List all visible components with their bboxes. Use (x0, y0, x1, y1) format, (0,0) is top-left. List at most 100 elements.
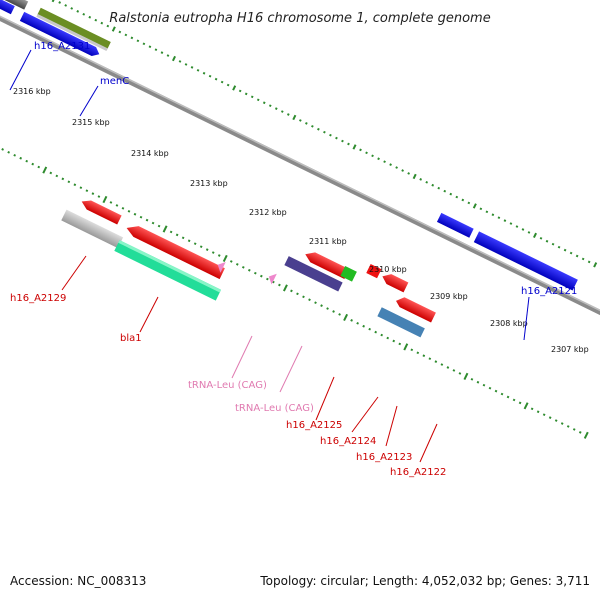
label-menC[interactable]: menC (100, 76, 129, 87)
inner-minor-tick (386, 336, 390, 340)
inner-minor-tick (49, 171, 53, 175)
outer-minor-tick (467, 201, 471, 205)
inner-minor-tick (121, 207, 125, 210)
outer-minor-tick (437, 186, 441, 190)
feature-h16_A2122[interactable] (394, 295, 436, 323)
outer-minor-tick (142, 42, 146, 46)
inner-minor-tick (500, 392, 504, 396)
label-bla1[interactable]: bla1 (120, 333, 142, 344)
inner-minor-tick (157, 224, 161, 228)
outer-minor-tick (250, 95, 254, 99)
outer-major-tick (412, 173, 417, 180)
leader-h16_A2123 (385, 405, 398, 447)
outer-minor-tick (359, 148, 362, 152)
inner-minor-tick (326, 307, 329, 310)
inner-minor-tick (530, 407, 534, 411)
tick-label-2313: 2313 kbp (190, 179, 228, 188)
feature-blue-long[interactable] (473, 231, 578, 291)
inner-minor-tick (494, 389, 498, 393)
inner-minor-tick (235, 263, 239, 266)
outer-minor-tick (178, 60, 182, 63)
inner-minor-tick (37, 165, 41, 169)
inner-minor-tick (205, 248, 209, 251)
inner-minor-tick (193, 242, 197, 246)
outer-minor-tick (509, 222, 513, 225)
outer-minor-tick (88, 15, 92, 19)
inner-minor-tick (199, 245, 203, 249)
inner-major-tick (403, 343, 409, 351)
label-h16_A2121[interactable]: h16_A2121 (521, 286, 577, 297)
inner-minor-tick (91, 192, 95, 195)
inner-minor-tick (380, 333, 384, 337)
label-trna-1[interactable]: tRNA-Leu (CAG) (188, 380, 267, 391)
gene-labels: h16_A2131 menC h16_A2121 h16_A2129 bla1 … (10, 41, 577, 478)
inner-minor-tick (278, 283, 281, 287)
feature-gray-dark[interactable] (0, 0, 29, 10)
feature-purple[interactable] (284, 256, 343, 292)
outer-minor-tick (479, 207, 483, 211)
tick-label-2312: 2312 kbp (249, 208, 287, 217)
feature-h16_A2123[interactable] (366, 263, 382, 279)
inner-minor-tick (85, 189, 89, 193)
feature-blue-left[interactable] (0, 0, 15, 15)
outer-minor-tick (268, 104, 272, 108)
inner-minor-tick (302, 295, 305, 299)
feature-h16_A2125[interactable] (303, 249, 350, 279)
outer-minor-tick (202, 71, 206, 75)
feature-steelblue[interactable] (377, 307, 425, 338)
outer-minor-tick (449, 192, 453, 196)
inner-minor-tick (133, 212, 137, 216)
outer-minor-tick (335, 136, 338, 140)
inner-minor-tick (145, 218, 149, 222)
feature-bla1[interactable] (114, 240, 222, 301)
outer-minor-tick (208, 74, 212, 78)
inner-minor-tick (175, 233, 179, 237)
outer-major-tick (172, 55, 176, 62)
feature-red-small[interactable] (380, 271, 409, 293)
outer-minor-tick (82, 12, 86, 16)
inner-minor-tick (440, 363, 444, 366)
feature-red-long[interactable] (124, 222, 225, 280)
label-h16_A2122[interactable]: h16_A2122 (390, 467, 446, 478)
feature-track-forward (0, 0, 578, 291)
inner-minor-tick (332, 310, 335, 313)
inner-major-tick (523, 402, 529, 410)
outer-minor-tick (256, 98, 260, 102)
outer-minor-tick (491, 213, 495, 217)
feature-blue-arrow[interactable] (19, 11, 102, 59)
label-h16_A2129[interactable]: h16_A2129 (10, 293, 66, 304)
outer-minor-tick (407, 172, 410, 175)
inner-minor-tick (127, 209, 131, 213)
inner-minor-tick (139, 215, 143, 219)
label-h16_A2123[interactable]: h16_A2123 (356, 452, 412, 463)
outer-major-tick (352, 144, 357, 150)
feature-h16_A2129[interactable] (61, 209, 124, 249)
inner-minor-tick (554, 419, 558, 422)
inner-minor-tick (266, 277, 269, 281)
outer-minor-tick (461, 198, 465, 202)
outer-minor-tick (371, 154, 374, 158)
label-h16_A2131[interactable]: h16_A2131 (34, 41, 90, 52)
label-h16_A2124[interactable]: h16_A2124 (320, 436, 376, 447)
inner-tick-row (1, 148, 589, 439)
inner-minor-tick (416, 351, 420, 355)
outer-minor-tick (262, 101, 266, 105)
outer-minor-tick (323, 130, 326, 134)
inner-minor-tick (67, 180, 71, 184)
label-trna-2[interactable]: tRNA-Leu (CAG) (235, 403, 314, 414)
feature-h16_A2121[interactable] (436, 212, 474, 238)
outer-minor-tick (431, 183, 435, 187)
inner-minor-tick (356, 321, 359, 325)
tick-label-2308: 2308 kbp (490, 319, 528, 328)
outer-minor-tick (317, 127, 320, 131)
outer-major-tick (472, 203, 477, 209)
feature-trna-1[interactable] (215, 259, 226, 273)
feature-menC[interactable] (37, 7, 111, 50)
label-h16_A2125[interactable]: h16_A2125 (286, 420, 342, 431)
feature-trna-2[interactable] (266, 271, 277, 285)
outer-minor-tick (118, 30, 122, 34)
outer-minor-tick (214, 77, 218, 81)
feature-h16_A2129-arrow[interactable] (79, 197, 122, 225)
feature-h16_A2124[interactable] (340, 265, 357, 282)
